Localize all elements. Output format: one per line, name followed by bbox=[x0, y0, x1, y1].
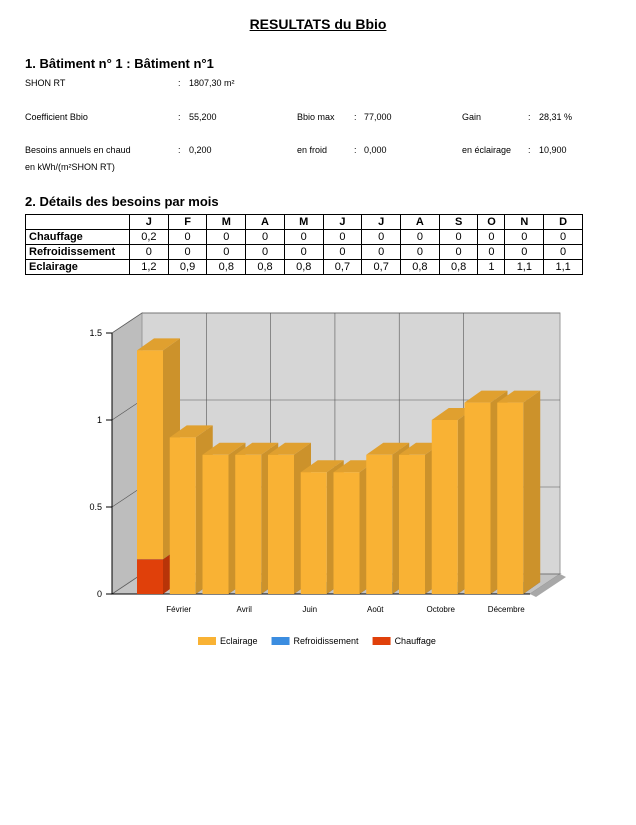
label: Besoins annuels en chaud bbox=[25, 145, 131, 155]
x-tick-label: Octobre bbox=[427, 605, 456, 614]
label: Gain bbox=[462, 112, 482, 122]
value: 0,000 bbox=[364, 145, 387, 155]
cell: 0,8 bbox=[206, 259, 247, 275]
bar-top bbox=[235, 442, 279, 455]
bar-side bbox=[523, 390, 541, 594]
y-tick-label: 0 bbox=[97, 589, 102, 599]
y-tick-label: 0.5 bbox=[89, 502, 102, 512]
legend-label: Chauffage bbox=[395, 636, 436, 646]
column-header: O bbox=[477, 214, 506, 230]
section-heading: 2. Détails des besoins par mois bbox=[25, 194, 219, 209]
y-tick-label: 1.5 bbox=[89, 328, 102, 338]
cell: 1,1 bbox=[504, 259, 545, 275]
x-tick-label: Avril bbox=[237, 605, 253, 614]
bar-top bbox=[333, 460, 377, 473]
legend-label: Eclairage bbox=[220, 636, 258, 646]
bar-top bbox=[399, 442, 442, 455]
row-label: Eclairage bbox=[25, 259, 130, 275]
bar bbox=[202, 454, 229, 594]
separator: : bbox=[528, 145, 531, 155]
bar bbox=[399, 454, 425, 594]
bar-top bbox=[366, 442, 410, 455]
label: en éclairage bbox=[462, 145, 512, 155]
table-row: Chauffage 0,2 0 0 0 0 0 0 0 0 0 0 0 bbox=[25, 229, 583, 245]
label: SHON RT bbox=[25, 78, 66, 88]
separator: : bbox=[354, 145, 357, 155]
legend-swatch bbox=[198, 637, 216, 645]
bar-top bbox=[497, 390, 541, 403]
label: Bbio max bbox=[297, 112, 335, 122]
cell: 0,7 bbox=[361, 259, 402, 275]
bar-top bbox=[137, 338, 180, 351]
bar bbox=[366, 454, 393, 594]
bar bbox=[300, 472, 327, 594]
legend-swatch bbox=[271, 637, 290, 645]
cell: 1,1 bbox=[543, 259, 583, 275]
value: 55,200 bbox=[189, 112, 217, 122]
separator: : bbox=[178, 112, 181, 122]
x-tick-label: Juin bbox=[302, 605, 317, 614]
bar bbox=[431, 420, 458, 594]
separator: : bbox=[178, 145, 181, 155]
bar-top bbox=[300, 460, 344, 473]
bar-top bbox=[464, 390, 508, 403]
cell: 1 bbox=[477, 259, 506, 275]
bar-top bbox=[268, 442, 311, 455]
title: RESULTATS du Bbio bbox=[249, 16, 387, 32]
value: 0,200 bbox=[189, 145, 212, 155]
bar bbox=[235, 454, 262, 594]
cell: 0,9 bbox=[167, 259, 208, 275]
bar bbox=[333, 472, 360, 594]
value: 28,31 % bbox=[539, 112, 573, 122]
bar bbox=[268, 454, 294, 594]
separator: : bbox=[354, 112, 357, 122]
legend-swatch bbox=[372, 637, 391, 645]
value: 10,900 bbox=[539, 145, 567, 155]
bar-top bbox=[202, 442, 246, 455]
legend-label: Refroidissement bbox=[294, 636, 360, 646]
separator: : bbox=[178, 78, 181, 88]
bar bbox=[137, 350, 163, 560]
section-heading: 1. Bâtiment n° 1 : Bâtiment n°1 bbox=[25, 56, 214, 71]
cell: 1,2 bbox=[129, 259, 169, 275]
frame-edge bbox=[530, 574, 566, 597]
x-tick-label: Août bbox=[367, 605, 384, 614]
cell: 0,8 bbox=[400, 259, 440, 275]
separator: : bbox=[528, 112, 531, 122]
x-tick-label: Décembre bbox=[488, 605, 525, 614]
cell: 0,8 bbox=[245, 259, 285, 275]
bar bbox=[169, 437, 196, 594]
value: 1807,30 m² bbox=[189, 78, 235, 88]
label: en froid bbox=[297, 145, 328, 155]
bar bbox=[137, 559, 163, 594]
grid-line bbox=[111, 312, 560, 334]
table: J F M A M J J A S O N D Chauffage 0,2 0 0 0 0 0 0 0 0 0 0 0 Refro… bbox=[25, 214, 583, 275]
table-row: Eclairage 1,2 0,9 0,8 0,8 0,8 0,7 0,7 0,8 0,8 1 1,1… bbox=[25, 259, 583, 275]
cell: 0,8 bbox=[283, 259, 324, 275]
bar bbox=[497, 402, 524, 594]
cell: 0,7 bbox=[322, 259, 363, 275]
bar-top bbox=[431, 408, 475, 420]
table-row: Refroidissement 0 0 0 0 0 0 0 0 0 0 0 0 bbox=[25, 244, 583, 260]
label: en kWh/(m²SHON RT) bbox=[25, 162, 115, 172]
cell: 0,8 bbox=[438, 259, 479, 275]
x-tick-label: Février bbox=[166, 605, 191, 614]
bar-top bbox=[169, 425, 213, 438]
bar bbox=[464, 402, 491, 594]
y-tick-label: 1 bbox=[97, 415, 102, 425]
value: 77,000 bbox=[364, 112, 392, 122]
label: Coefficient Bbio bbox=[25, 112, 88, 122]
